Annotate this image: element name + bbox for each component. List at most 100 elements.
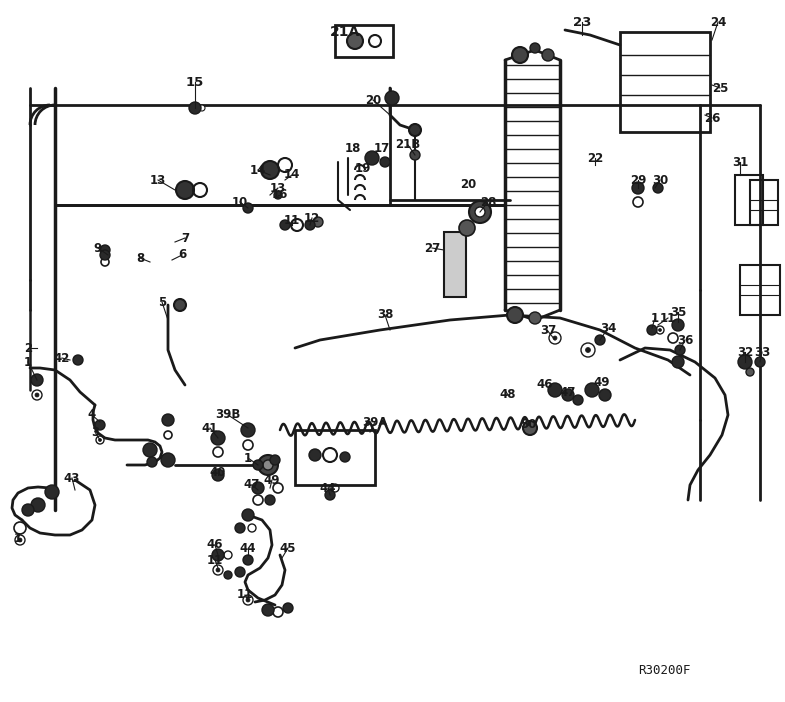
Text: 47: 47: [244, 479, 260, 491]
Text: 45: 45: [279, 541, 296, 555]
Circle shape: [235, 567, 245, 577]
Circle shape: [672, 356, 684, 368]
Circle shape: [199, 105, 205, 111]
Circle shape: [261, 161, 279, 179]
Text: 43: 43: [64, 472, 80, 484]
Circle shape: [548, 383, 562, 397]
Bar: [750, 180, 778, 225]
Circle shape: [313, 217, 323, 227]
Circle shape: [22, 504, 34, 516]
Text: 40: 40: [210, 465, 226, 479]
Text: 9: 9: [94, 241, 102, 255]
Circle shape: [176, 181, 194, 199]
Text: 27: 27: [424, 241, 440, 255]
Circle shape: [243, 203, 253, 213]
Text: 17: 17: [374, 142, 390, 154]
Text: 32: 32: [737, 345, 753, 359]
Text: 12: 12: [304, 211, 320, 225]
Text: 42: 42: [54, 352, 70, 364]
Circle shape: [246, 598, 250, 602]
Circle shape: [262, 604, 274, 616]
Text: 41: 41: [202, 421, 218, 435]
Circle shape: [562, 389, 574, 401]
Circle shape: [385, 91, 399, 105]
Circle shape: [212, 549, 224, 561]
Text: 34: 34: [600, 322, 616, 334]
Circle shape: [224, 571, 232, 579]
Bar: [735, 175, 763, 225]
Circle shape: [143, 443, 157, 457]
Text: 11: 11: [284, 213, 300, 227]
Text: 16: 16: [272, 189, 288, 201]
Text: 20: 20: [460, 178, 476, 192]
Circle shape: [530, 43, 540, 53]
Text: 6: 6: [178, 249, 186, 262]
Text: 24: 24: [710, 15, 726, 29]
Circle shape: [174, 299, 186, 311]
Text: 35: 35: [670, 305, 686, 319]
Circle shape: [212, 469, 224, 481]
Text: 15: 15: [186, 76, 204, 88]
Text: 33: 33: [754, 345, 770, 359]
Text: 1: 1: [244, 451, 252, 465]
Circle shape: [35, 393, 39, 397]
Circle shape: [365, 151, 379, 165]
Bar: [740, 265, 780, 315]
Circle shape: [542, 49, 554, 61]
Text: 39A: 39A: [362, 416, 388, 428]
Text: 11: 11: [207, 553, 223, 567]
Circle shape: [553, 336, 557, 340]
Bar: [620, 32, 710, 132]
Circle shape: [31, 374, 43, 386]
Circle shape: [675, 345, 685, 355]
Circle shape: [647, 325, 657, 335]
Circle shape: [211, 431, 225, 445]
Circle shape: [280, 220, 290, 230]
Bar: [444, 232, 466, 297]
Text: 38: 38: [377, 308, 393, 322]
Text: 25: 25: [712, 81, 728, 95]
Circle shape: [309, 449, 321, 461]
Circle shape: [235, 523, 245, 533]
Circle shape: [161, 453, 175, 467]
Text: 1: 1: [24, 355, 32, 369]
Text: 8: 8: [136, 251, 144, 265]
Circle shape: [469, 201, 491, 223]
Circle shape: [738, 355, 752, 369]
Text: 21A: 21A: [330, 25, 360, 39]
Circle shape: [18, 538, 22, 542]
Circle shape: [263, 460, 273, 470]
Circle shape: [243, 555, 253, 565]
Circle shape: [599, 389, 611, 401]
Text: 13: 13: [270, 182, 286, 194]
Circle shape: [512, 47, 528, 63]
Circle shape: [241, 423, 255, 437]
Text: 4: 4: [88, 409, 96, 421]
Circle shape: [410, 150, 420, 160]
Circle shape: [147, 457, 157, 467]
Circle shape: [243, 510, 253, 520]
Text: 11: 11: [660, 312, 676, 324]
Text: 46: 46: [206, 538, 223, 552]
Text: 44: 44: [239, 541, 256, 555]
Circle shape: [325, 490, 335, 500]
Circle shape: [347, 33, 363, 49]
Text: R30200F: R30200F: [638, 663, 691, 677]
Circle shape: [162, 414, 174, 426]
Circle shape: [242, 509, 254, 521]
Circle shape: [595, 335, 605, 345]
Text: 26: 26: [704, 112, 720, 124]
Circle shape: [459, 220, 475, 236]
Text: 22: 22: [587, 152, 603, 164]
Text: 39B: 39B: [215, 409, 241, 421]
Circle shape: [95, 420, 105, 430]
Circle shape: [270, 455, 280, 465]
Circle shape: [409, 124, 421, 136]
Circle shape: [305, 220, 315, 230]
Circle shape: [523, 421, 537, 435]
Circle shape: [98, 439, 101, 442]
Circle shape: [746, 368, 754, 376]
Text: 48: 48: [500, 388, 517, 402]
Circle shape: [73, 355, 83, 365]
Circle shape: [380, 157, 390, 167]
